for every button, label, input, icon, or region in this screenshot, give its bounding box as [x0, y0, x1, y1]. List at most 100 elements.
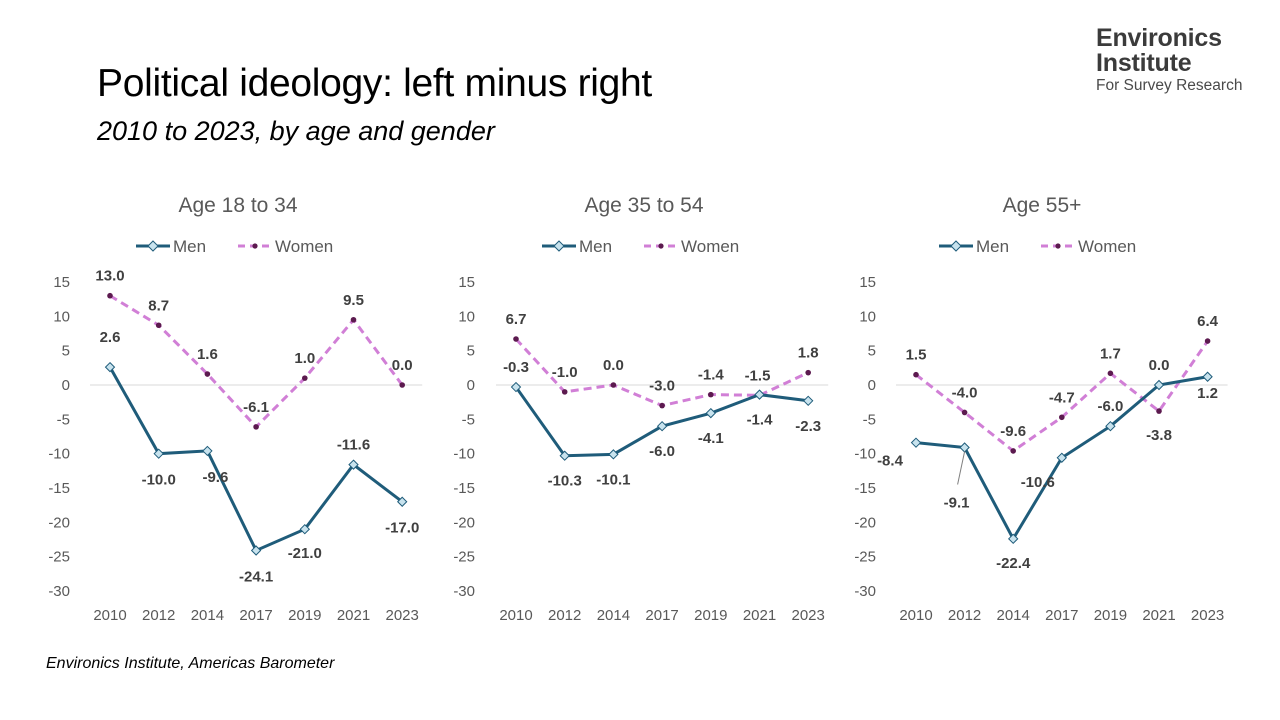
- men-data-label: -2.3: [795, 418, 821, 435]
- women-data-label: -6.1: [243, 399, 269, 416]
- x-tick-label: 2023: [1191, 607, 1224, 624]
- men-point: [348, 459, 359, 470]
- x-tick-label: 2019: [1094, 607, 1127, 624]
- y-tick-label: 0: [467, 377, 475, 394]
- x-tick-label: 2010: [899, 607, 932, 624]
- men-data-label: -11.6: [337, 437, 370, 454]
- y-tick-label: -10: [453, 446, 475, 463]
- legend-women-marker: [658, 243, 664, 249]
- women-point: [610, 382, 617, 388]
- men-data-label: -21.0: [288, 545, 322, 562]
- y-tick-label: -10: [48, 446, 70, 463]
- women-point: [107, 292, 113, 299]
- men-point: [705, 407, 717, 419]
- y-tick-label: -10: [854, 446, 876, 463]
- legend-women-label: Women: [681, 237, 739, 256]
- men-data-label: -4.1: [698, 430, 724, 447]
- y-tick-label: 15: [458, 274, 475, 291]
- legend-women-label: Women: [275, 237, 333, 256]
- women-point: [708, 391, 714, 398]
- women-data-label: 6.7: [506, 311, 527, 328]
- women-point: [1204, 338, 1211, 344]
- men-data-label: 0.0: [1149, 357, 1170, 374]
- y-tick-label: -5: [57, 411, 70, 428]
- x-tick-label: 2017: [1045, 607, 1078, 624]
- x-tick-label: 2019: [694, 607, 727, 624]
- panel-title: Age 35 to 54: [584, 194, 703, 217]
- x-tick-label: 2017: [239, 607, 272, 624]
- y-tick-label: -20: [854, 514, 876, 531]
- men-point: [153, 448, 164, 459]
- men-point: [656, 420, 668, 432]
- women-point: [253, 424, 259, 430]
- men-data-label: -8.4: [877, 453, 904, 470]
- x-tick-label: 2010: [93, 607, 126, 624]
- x-tick-label: 2021: [743, 607, 776, 624]
- women-point: [399, 382, 406, 388]
- y-tick-label: 15: [53, 274, 70, 291]
- x-tick-label: 2023: [386, 607, 419, 624]
- y-tick-label: -20: [453, 514, 475, 531]
- women-point: [204, 371, 211, 377]
- men-data-label: -10.6: [1021, 474, 1055, 491]
- x-tick-label: 2023: [792, 607, 825, 624]
- men-point: [1056, 452, 1068, 463]
- y-tick-label: -30: [48, 583, 70, 600]
- x-tick-label: 2014: [597, 607, 630, 624]
- men-data-label: -17.0: [385, 520, 419, 537]
- men-point: [104, 361, 116, 373]
- women-data-label: 0.0: [603, 357, 624, 374]
- men-point: [802, 395, 814, 407]
- women-data-label: 1.7: [1100, 345, 1121, 362]
- legend-men-label: Men: [579, 237, 612, 256]
- women-data-label: 9.5: [343, 292, 364, 309]
- x-tick-label: 2014: [997, 607, 1030, 624]
- y-tick-label: 0: [868, 377, 876, 394]
- women-point: [513, 336, 519, 342]
- y-tick-label: 5: [62, 343, 70, 360]
- women-point: [1010, 448, 1016, 454]
- y-tick-label: -20: [48, 514, 70, 531]
- women-point: [155, 322, 162, 329]
- legend-women-marker: [252, 243, 258, 249]
- legend-men-marker: [553, 240, 565, 252]
- panel-title: Age 55+: [1003, 194, 1082, 217]
- women-data-label: 13.0: [95, 268, 124, 285]
- men-data-label: -1.4: [747, 412, 774, 429]
- legend-men-label: Men: [976, 237, 1009, 256]
- men-data-label: -24.1: [239, 568, 273, 585]
- x-tick-label: 2012: [948, 607, 981, 624]
- men-point: [608, 449, 619, 460]
- environics-logo: Environics Institute For Survey Research: [1096, 26, 1266, 94]
- men-point: [250, 545, 262, 556]
- x-tick-label: 2017: [645, 607, 678, 624]
- y-tick-label: -25: [854, 549, 876, 566]
- y-tick-label: -15: [453, 480, 475, 497]
- legend-men-label: Men: [173, 237, 206, 256]
- x-tick-label: 2010: [499, 607, 532, 624]
- y-tick-label: 5: [868, 343, 876, 360]
- men-point: [559, 450, 570, 461]
- men-point: [910, 437, 922, 448]
- women-data-label: -4.7: [1049, 389, 1075, 406]
- y-tick-label: 5: [467, 343, 475, 360]
- women-data-label: -4.0: [952, 384, 978, 401]
- x-tick-label: 2012: [548, 607, 581, 624]
- men-data-label: -10.1: [596, 471, 630, 488]
- men-data-label: -6.0: [649, 443, 675, 460]
- women-data-label: 8.7: [148, 297, 169, 314]
- men-point: [1007, 533, 1019, 545]
- men-point: [510, 381, 522, 393]
- women-data-label: -9.6: [1000, 423, 1026, 440]
- source-note: Environics Institute, Americas Barometer: [46, 655, 335, 672]
- y-tick-label: 10: [458, 308, 475, 325]
- x-tick-label: 2021: [337, 607, 370, 624]
- women-point: [561, 389, 568, 395]
- men-point: [396, 496, 408, 507]
- y-tick-label: -25: [453, 549, 475, 566]
- women-data-label: -1.4: [698, 367, 725, 384]
- women-data-label: 1.5: [906, 347, 927, 364]
- women-data-label: 1.0: [294, 350, 315, 367]
- y-tick-label: 10: [859, 308, 876, 325]
- women-data-label: 1.8: [798, 345, 819, 362]
